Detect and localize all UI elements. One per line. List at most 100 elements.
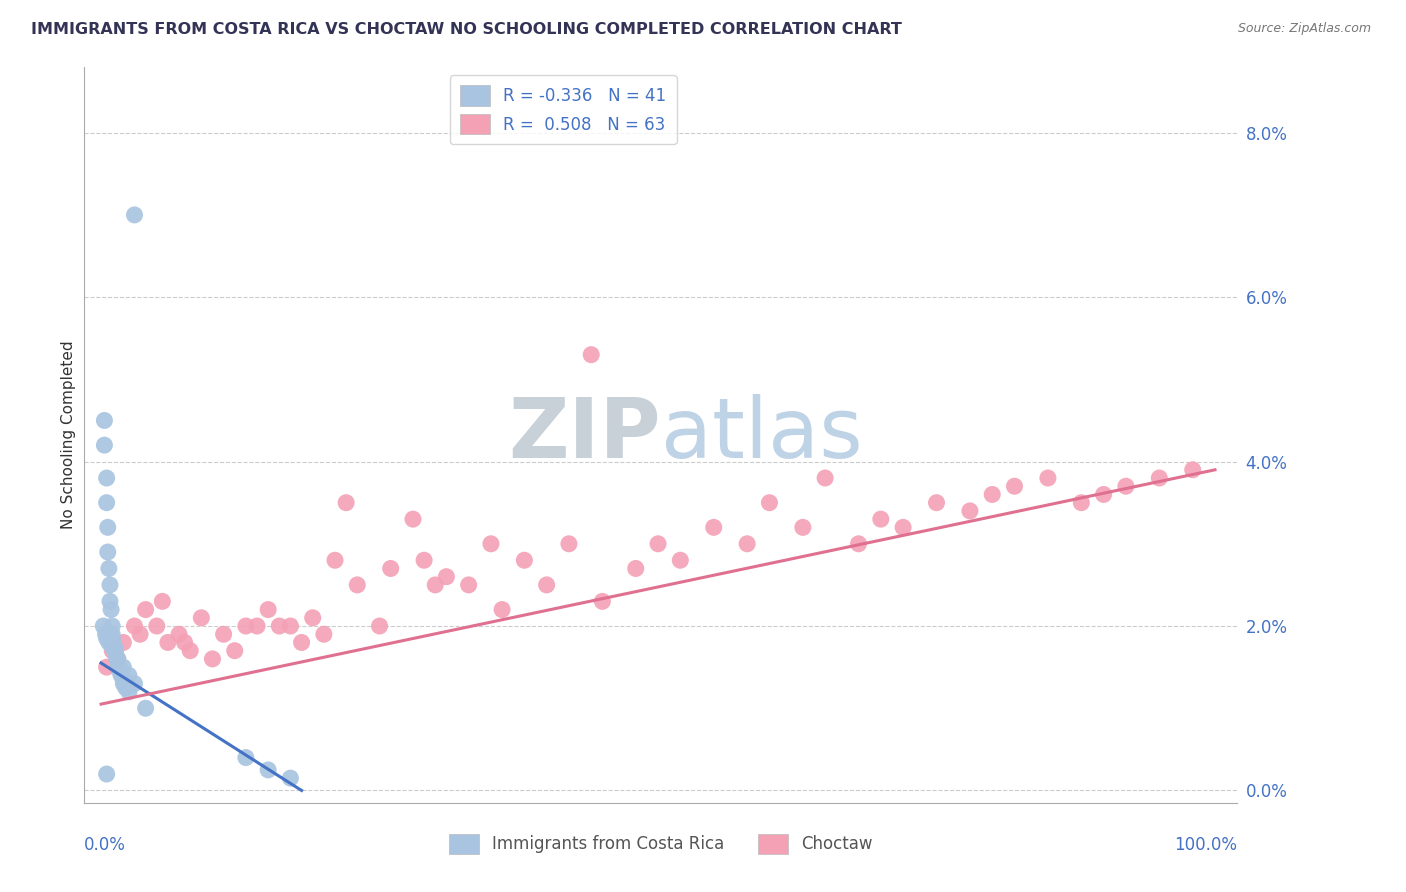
- Point: [224, 643, 246, 657]
- Point: [108, 665, 131, 679]
- Point: [703, 520, 725, 534]
- Point: [97, 635, 120, 649]
- Point: [107, 652, 129, 666]
- Point: [280, 771, 302, 785]
- Point: [101, 643, 124, 657]
- Text: IMMIGRANTS FROM COSTA RICA VS CHOCTAW NO SCHOOLING COMPLETED CORRELATION CHART: IMMIGRANTS FROM COSTA RICA VS CHOCTAW NO…: [31, 22, 901, 37]
- Point: [124, 676, 146, 690]
- Point: [104, 643, 127, 657]
- Point: [269, 619, 291, 633]
- Point: [179, 643, 201, 657]
- Point: [112, 635, 135, 649]
- Point: [312, 627, 335, 641]
- Point: [101, 632, 124, 646]
- Point: [814, 471, 837, 485]
- Point: [959, 504, 981, 518]
- Point: [579, 348, 602, 362]
- Point: [301, 611, 323, 625]
- Text: Source: ZipAtlas.com: Source: ZipAtlas.com: [1237, 22, 1371, 36]
- Point: [1004, 479, 1026, 493]
- Point: [96, 632, 118, 646]
- Point: [413, 553, 436, 567]
- Point: [536, 578, 558, 592]
- Point: [98, 594, 121, 608]
- Point: [246, 619, 269, 633]
- Point: [1036, 471, 1059, 485]
- Point: [94, 627, 117, 641]
- Point: [101, 627, 124, 641]
- Point: [93, 413, 115, 427]
- Point: [925, 496, 948, 510]
- Point: [457, 578, 479, 592]
- Point: [96, 767, 118, 781]
- Point: [107, 656, 129, 670]
- Text: ZIP: ZIP: [509, 394, 661, 475]
- Point: [669, 553, 692, 567]
- Text: 0.0%: 0.0%: [84, 836, 127, 854]
- Point: [1115, 479, 1137, 493]
- Point: [981, 487, 1004, 501]
- Point: [156, 635, 179, 649]
- Point: [1149, 471, 1171, 485]
- Point: [118, 685, 141, 699]
- Point: [848, 537, 870, 551]
- Point: [491, 602, 513, 616]
- Point: [380, 561, 402, 575]
- Point: [97, 545, 120, 559]
- Point: [257, 602, 280, 616]
- Point: [135, 602, 157, 616]
- Point: [402, 512, 425, 526]
- Point: [891, 520, 914, 534]
- Point: [145, 619, 167, 633]
- Point: [190, 611, 212, 625]
- Point: [105, 652, 128, 666]
- Point: [513, 553, 536, 567]
- Point: [93, 438, 115, 452]
- Point: [479, 537, 502, 551]
- Text: atlas: atlas: [661, 394, 862, 475]
- Point: [124, 619, 146, 633]
- Point: [591, 594, 613, 608]
- Point: [368, 619, 391, 633]
- Point: [100, 602, 122, 616]
- Point: [624, 561, 647, 575]
- Text: 100.0%: 100.0%: [1174, 836, 1237, 854]
- Point: [1092, 487, 1115, 501]
- Point: [425, 578, 447, 592]
- Point: [792, 520, 814, 534]
- Point: [173, 635, 195, 649]
- Point: [129, 627, 152, 641]
- Point: [124, 208, 146, 222]
- Point: [212, 627, 235, 641]
- Point: [323, 553, 346, 567]
- Point: [346, 578, 368, 592]
- Point: [112, 660, 135, 674]
- Point: [98, 578, 121, 592]
- Point: [290, 635, 312, 649]
- Point: [758, 496, 780, 510]
- Point: [150, 594, 173, 608]
- Legend: Immigrants from Costa Rica, Choctaw: Immigrants from Costa Rica, Choctaw: [443, 827, 879, 861]
- Point: [96, 471, 118, 485]
- Point: [97, 520, 120, 534]
- Point: [110, 668, 132, 682]
- Point: [869, 512, 891, 526]
- Point: [96, 660, 118, 674]
- Point: [114, 681, 136, 695]
- Point: [1181, 463, 1204, 477]
- Point: [257, 763, 280, 777]
- Point: [103, 635, 125, 649]
- Point: [103, 643, 125, 657]
- Point: [735, 537, 758, 551]
- Point: [96, 496, 118, 510]
- Point: [167, 627, 190, 641]
- Point: [1070, 496, 1092, 510]
- Y-axis label: No Schooling Completed: No Schooling Completed: [60, 341, 76, 529]
- Point: [280, 619, 302, 633]
- Point: [235, 619, 257, 633]
- Point: [108, 660, 131, 674]
- Point: [112, 676, 135, 690]
- Point: [201, 652, 224, 666]
- Point: [112, 673, 135, 687]
- Point: [135, 701, 157, 715]
